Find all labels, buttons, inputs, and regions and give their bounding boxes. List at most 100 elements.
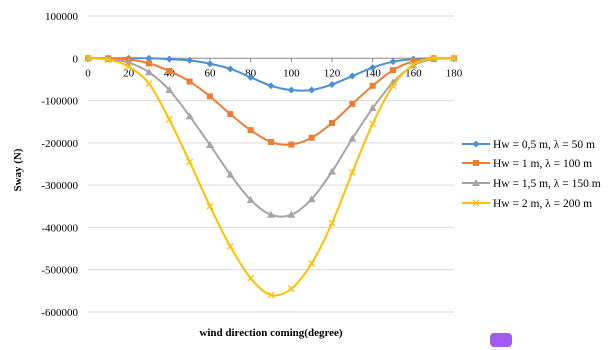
data-point xyxy=(247,127,254,134)
series-3 xyxy=(84,54,458,218)
series-line xyxy=(87,56,455,297)
x-tick-label: 0 xyxy=(85,67,91,79)
data-point xyxy=(308,134,315,141)
series-group xyxy=(84,54,458,299)
data-point xyxy=(246,195,255,203)
legend-entry: Hw = 2 m, λ = 200 m xyxy=(462,198,592,210)
data-point xyxy=(473,160,479,166)
data-point xyxy=(472,140,480,148)
data-point xyxy=(206,202,214,210)
data-point xyxy=(349,100,356,107)
legend-label: Hw = 1 m, λ = 100 m xyxy=(493,158,592,170)
x-tick-label: 140 xyxy=(364,67,381,79)
x-tick-label: 80 xyxy=(245,67,257,79)
data-point xyxy=(287,210,296,218)
data-point xyxy=(206,140,214,148)
legend-entry: Hw = 1 m, λ = 100 m xyxy=(462,158,592,170)
data-point xyxy=(226,65,234,73)
data-point xyxy=(268,139,274,146)
data-point xyxy=(226,170,235,178)
data-point xyxy=(226,242,234,250)
y-tick-label: -500000 xyxy=(41,265,78,277)
data-point xyxy=(348,134,357,142)
data-point xyxy=(308,86,316,94)
data-point xyxy=(368,104,377,112)
data-point xyxy=(409,61,417,69)
data-point xyxy=(166,67,173,74)
legend-label: Hw = 1,5 m, λ = 150 m xyxy=(493,178,601,190)
data-point xyxy=(430,54,438,62)
x-tick-label: 120 xyxy=(324,67,341,79)
data-point xyxy=(146,60,152,67)
y-tick-label: 0 xyxy=(73,53,79,65)
data-point xyxy=(186,158,194,166)
data-point xyxy=(472,199,480,207)
data-point xyxy=(410,58,417,65)
data-point xyxy=(348,168,356,176)
data-point xyxy=(267,291,275,299)
data-point xyxy=(328,219,336,227)
series-2 xyxy=(85,55,457,148)
legend-entry: Hw = 1,5 m, λ = 150 m xyxy=(462,178,601,190)
y-tick-label: 100000 xyxy=(45,11,79,23)
data-point xyxy=(227,111,234,118)
y-axis-label: Sway (N) xyxy=(12,148,24,191)
data-point xyxy=(145,54,153,62)
data-point xyxy=(186,78,193,85)
data-point xyxy=(267,210,275,218)
series-4 xyxy=(84,54,458,299)
data-point xyxy=(206,60,214,68)
data-point xyxy=(84,54,92,62)
y-tick-label: -600000 xyxy=(41,307,78,319)
x-tick-label: 180 xyxy=(446,67,463,79)
x-tick-label: 20 xyxy=(123,67,135,79)
data-point xyxy=(348,72,356,80)
data-point xyxy=(207,93,213,100)
data-point xyxy=(287,86,295,94)
x-tick-label: 60 xyxy=(205,67,217,79)
data-point xyxy=(369,82,376,89)
x-tick-label: 100 xyxy=(283,67,300,79)
data-point xyxy=(185,112,194,120)
y-tick-label: -400000 xyxy=(41,222,78,234)
data-point xyxy=(472,179,480,186)
data-point xyxy=(287,285,295,293)
data-point xyxy=(247,274,255,282)
data-point xyxy=(124,58,133,66)
data-point xyxy=(104,56,112,64)
data-point xyxy=(247,73,255,81)
data-point xyxy=(145,80,153,88)
x-axis-label: wind direction coming(degree) xyxy=(199,327,343,339)
data-point xyxy=(165,86,174,93)
legend-label: Hw = 2 m, λ = 200 m xyxy=(493,198,592,210)
y-tick-label: -200000 xyxy=(41,138,78,150)
series-line xyxy=(87,57,455,218)
legend-label: Hw = 0,5 m, λ = 50 m xyxy=(493,139,595,151)
x-tick-label: 160 xyxy=(405,67,422,79)
data-point xyxy=(389,58,397,66)
y-tick-label: -300000 xyxy=(41,180,78,192)
data-point xyxy=(369,120,377,128)
legend-entry: Hw = 0,5 m, λ = 50 m xyxy=(462,139,595,151)
data-point xyxy=(165,116,173,124)
data-point xyxy=(308,259,316,267)
data-point xyxy=(328,81,336,89)
data-point xyxy=(450,54,458,62)
data-point xyxy=(390,67,396,74)
y-tick-label: -100000 xyxy=(41,96,78,108)
data-point xyxy=(369,64,377,72)
data-point xyxy=(328,167,336,175)
data-point xyxy=(267,82,275,90)
data-point xyxy=(186,56,194,64)
data-point xyxy=(288,141,295,148)
y-axis-tick-labels: 100000 0 -100000 -200000 -300000 -400000 -5000… xyxy=(41,11,78,319)
data-point xyxy=(145,68,153,76)
data-point xyxy=(307,195,316,203)
data-point xyxy=(165,55,173,63)
badge-icon xyxy=(490,333,512,347)
legend: Hw = 0,5 m, λ = 50 m Hw = 1 m, λ = 100 m H… xyxy=(462,139,601,210)
series-line xyxy=(87,57,455,146)
data-point xyxy=(389,82,397,90)
